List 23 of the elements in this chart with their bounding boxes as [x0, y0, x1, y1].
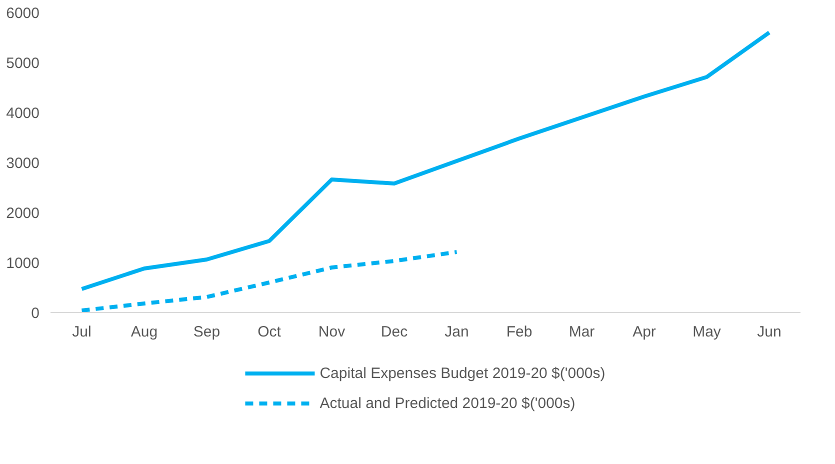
x-tick-label: Jan — [444, 324, 469, 340]
x-tick-label: Mar — [568, 324, 595, 340]
y-tick-label: 6000 — [6, 5, 40, 22]
line-series — [80, 30, 772, 291]
x-tick-label: Oct — [258, 324, 282, 340]
y-tick-label: 3000 — [6, 155, 40, 172]
x-tick-label: Aug — [130, 324, 158, 340]
legend-label: Actual and Predicted 2019-20 $('000s) — [320, 394, 576, 412]
x-tick-label: Apr — [632, 324, 656, 340]
line-series — [80, 250, 459, 312]
y-tick-label: 1000 — [6, 255, 40, 272]
x-tick-label: Feb — [506, 324, 532, 340]
legend-label: Capital Expenses Budget 2019-20 $('000s) — [320, 364, 606, 382]
y-tick-label: 5000 — [6, 55, 40, 72]
y-tick-label: 2000 — [6, 205, 40, 222]
y-tick-label: 0 — [31, 305, 40, 322]
x-tick-label: Nov — [318, 324, 346, 340]
y-tick-label: 4000 — [6, 105, 40, 122]
x-tick-label: May — [692, 324, 722, 340]
x-tick-label: Jul — [72, 324, 92, 340]
x-tick-label: Dec — [380, 324, 408, 340]
x-tick-label: Sep — [193, 324, 220, 340]
x-tick-label: Jun — [757, 324, 782, 340]
